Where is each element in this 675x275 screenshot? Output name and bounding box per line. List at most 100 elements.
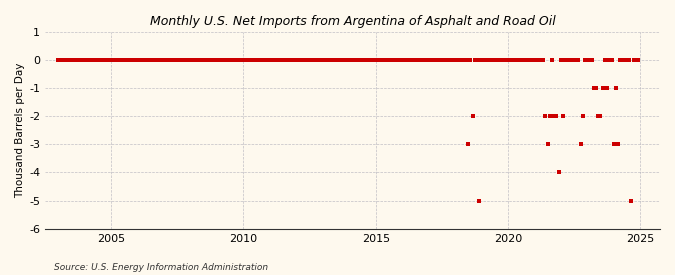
Point — [172, 58, 183, 62]
Point — [487, 58, 498, 62]
Point — [80, 58, 90, 62]
Point — [53, 58, 63, 62]
Point — [148, 58, 159, 62]
Point — [126, 58, 136, 62]
Point — [326, 58, 337, 62]
Point — [340, 58, 350, 62]
Point — [491, 58, 502, 62]
Point — [364, 58, 375, 62]
Point — [254, 58, 265, 62]
Point — [470, 58, 481, 62]
Point — [414, 58, 425, 62]
Point — [258, 58, 269, 62]
Point — [538, 58, 549, 62]
Point — [533, 58, 544, 62]
Point — [410, 58, 421, 62]
Point — [425, 58, 436, 62]
Point — [225, 58, 236, 62]
Point — [371, 58, 381, 62]
Point — [571, 58, 582, 62]
Point — [75, 58, 86, 62]
Point — [566, 58, 577, 62]
Y-axis label: Thousand Barrels per Day: Thousand Barrels per Day — [15, 63, 25, 198]
Point — [260, 58, 271, 62]
Point — [560, 58, 570, 62]
Point — [306, 58, 317, 62]
Point — [397, 58, 408, 62]
Point — [313, 58, 324, 62]
Point — [200, 58, 211, 62]
Point — [608, 142, 619, 147]
Point — [183, 58, 194, 62]
Point — [322, 58, 333, 62]
Point — [55, 58, 66, 62]
Point — [77, 58, 88, 62]
Point — [613, 142, 624, 147]
Point — [190, 58, 200, 62]
Point — [315, 58, 326, 62]
Point — [388, 58, 399, 62]
Point — [238, 58, 249, 62]
Point — [551, 114, 562, 119]
Point — [441, 58, 452, 62]
Point — [304, 58, 315, 62]
Point — [496, 58, 507, 62]
Point — [122, 58, 132, 62]
Point — [338, 58, 348, 62]
Point — [450, 58, 460, 62]
Point — [577, 114, 588, 119]
Point — [434, 58, 445, 62]
Point — [575, 142, 586, 147]
Point — [556, 58, 566, 62]
Point — [320, 58, 331, 62]
Point — [196, 58, 207, 62]
Point — [104, 58, 115, 62]
Point — [624, 58, 634, 62]
Point — [174, 58, 185, 62]
Point — [587, 58, 597, 62]
Point — [404, 58, 414, 62]
Point — [485, 58, 495, 62]
Point — [342, 58, 352, 62]
Point — [498, 58, 509, 62]
Point — [265, 58, 275, 62]
Point — [73, 58, 84, 62]
Point — [134, 58, 145, 62]
Point — [554, 170, 564, 175]
Point — [300, 58, 310, 62]
Point — [628, 58, 639, 62]
Point — [271, 58, 282, 62]
Point — [212, 58, 223, 62]
Point — [214, 58, 225, 62]
Point — [179, 58, 190, 62]
Point — [375, 58, 385, 62]
Point — [383, 58, 394, 62]
Point — [562, 58, 573, 62]
Point — [333, 58, 344, 62]
Point — [221, 58, 232, 62]
Point — [115, 58, 126, 62]
Point — [57, 58, 68, 62]
Point — [230, 58, 240, 62]
Point — [234, 58, 244, 62]
Point — [381, 58, 392, 62]
Point — [188, 58, 198, 62]
Point — [59, 58, 70, 62]
Point — [617, 58, 628, 62]
Point — [385, 58, 396, 62]
Point — [373, 58, 383, 62]
Point — [218, 58, 229, 62]
Point — [418, 58, 429, 62]
Point — [408, 58, 418, 62]
Point — [524, 58, 535, 62]
Point — [275, 58, 286, 62]
Point — [203, 58, 214, 62]
Point — [64, 58, 75, 62]
Point — [249, 58, 260, 62]
Point — [630, 58, 641, 62]
Point — [479, 58, 489, 62]
Point — [626, 198, 637, 203]
Point — [90, 58, 101, 62]
Point — [310, 58, 321, 62]
Point — [247, 58, 258, 62]
